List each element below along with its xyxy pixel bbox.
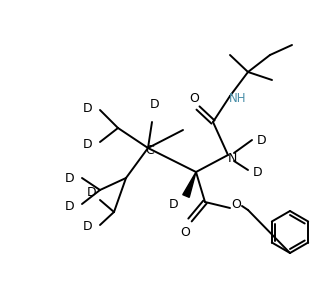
Text: D: D xyxy=(257,134,267,147)
Text: D: D xyxy=(83,138,93,151)
Text: D: D xyxy=(83,221,93,234)
Text: D: D xyxy=(65,199,75,212)
Polygon shape xyxy=(183,172,196,197)
Text: O: O xyxy=(231,197,241,210)
Text: D: D xyxy=(87,186,97,199)
Text: N: N xyxy=(227,153,237,166)
Text: O: O xyxy=(180,225,190,238)
Text: O: O xyxy=(189,92,199,105)
Text: D: D xyxy=(169,197,179,210)
Text: D: D xyxy=(253,166,263,179)
Text: C: C xyxy=(146,144,154,158)
Text: D: D xyxy=(83,101,93,114)
Text: NH: NH xyxy=(229,92,247,105)
Text: D: D xyxy=(150,99,160,112)
Text: D: D xyxy=(65,171,75,184)
